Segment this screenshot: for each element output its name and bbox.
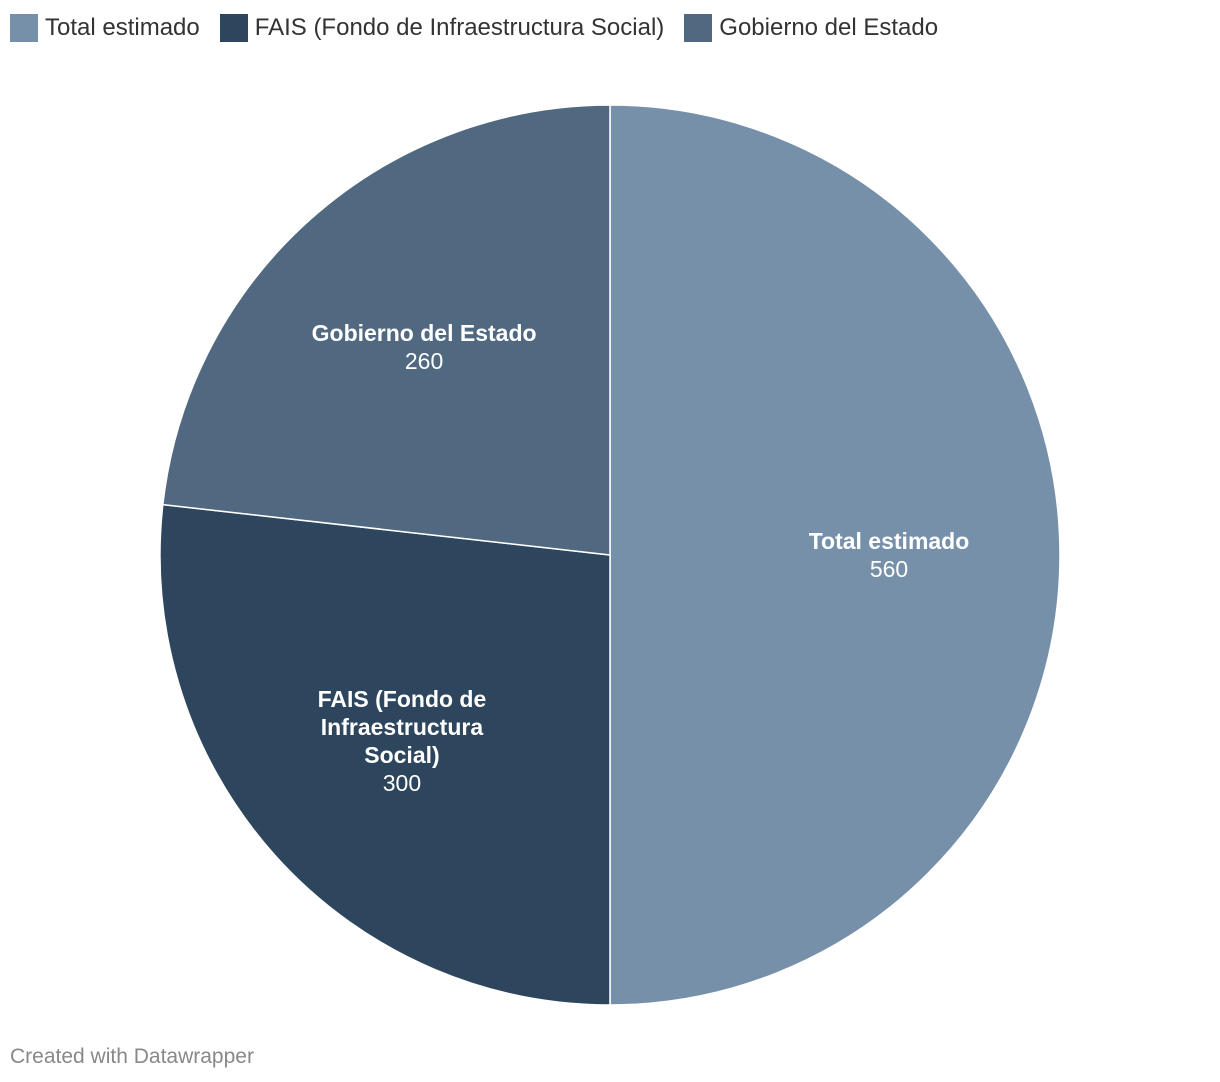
slice-name: FAIS (Fondo de [318,686,487,712]
slice-name: Infraestructura [321,714,484,740]
legend-label: FAIS (Fondo de Infraestructura Social) [254,14,665,41]
slice-name: Social) [364,742,439,768]
legend-label: Gobierno del Estado [719,14,939,41]
pie-slice [161,104,611,556]
slice-value: 260 [405,348,443,374]
legend-item-gobierno-del-estado: Gobierno del Estado [684,14,938,42]
legend-swatch [10,14,38,42]
pie-slice [609,104,1061,1006]
pie-slice [159,503,611,1006]
datawrapper-credit: Created with Datawrapper [10,1045,254,1068]
legend-swatch [219,14,248,42]
slice-value: 300 [383,770,421,796]
slice-value: 560 [870,556,908,582]
legend-item-total-estimado: Total estimado [10,14,200,42]
legend-item-fais: FAIS (Fondo de Infraestructura Social) [219,14,665,42]
slice-name: Gobierno del Estado [312,320,537,346]
slice-name: Total estimado [809,528,970,554]
legend-label: Total estimado [45,14,200,41]
legend-swatch [684,14,713,42]
chart-legend: Total estimado FAIS (Fondo de Infraestru… [10,13,958,43]
